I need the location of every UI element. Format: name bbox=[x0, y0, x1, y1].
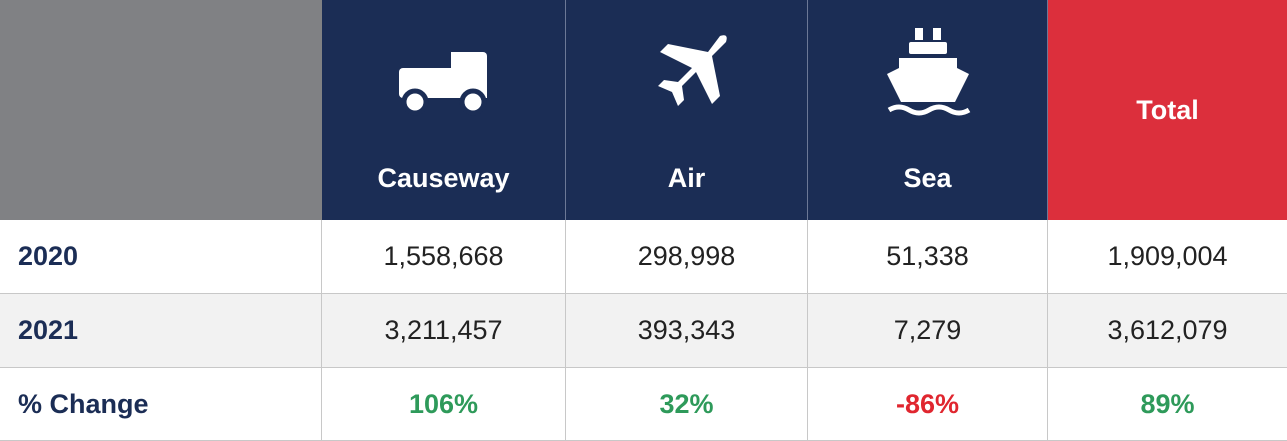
value-cell: 1,558,668 bbox=[322, 220, 566, 294]
row-label: % Change bbox=[0, 368, 322, 441]
change-cell: 32% bbox=[566, 368, 808, 441]
value-cell: 7,279 bbox=[808, 294, 1048, 368]
plane-icon bbox=[657, 35, 727, 106]
change-cell: 106% bbox=[322, 368, 566, 441]
header-cell: Air bbox=[566, 0, 808, 220]
value-cell: 51,338 bbox=[808, 220, 1048, 294]
ship-icon bbox=[886, 28, 970, 116]
change-cell: -86% bbox=[808, 368, 1048, 441]
value-cell: 298,998 bbox=[566, 220, 808, 294]
column-header: Air bbox=[667, 163, 706, 193]
column-header: Sea bbox=[903, 163, 952, 193]
truck-icon bbox=[398, 52, 487, 116]
header-cell: Total bbox=[1048, 0, 1287, 220]
row-label: 2021 bbox=[0, 294, 322, 368]
column-header: Total bbox=[1136, 94, 1199, 125]
value-cell: 3,211,457 bbox=[322, 294, 566, 368]
column-header: Causeway bbox=[377, 163, 510, 193]
change-cell: 89% bbox=[1048, 368, 1287, 441]
value-cell: 393,343 bbox=[566, 294, 808, 368]
row-label: 2020 bbox=[0, 220, 322, 294]
header-cell: Causeway bbox=[322, 0, 566, 220]
corner-cell bbox=[0, 0, 322, 220]
value-cell: 1,909,004 bbox=[1048, 220, 1287, 294]
value-cell: 3,612,079 bbox=[1048, 294, 1287, 368]
header-cell: Sea bbox=[808, 0, 1048, 220]
